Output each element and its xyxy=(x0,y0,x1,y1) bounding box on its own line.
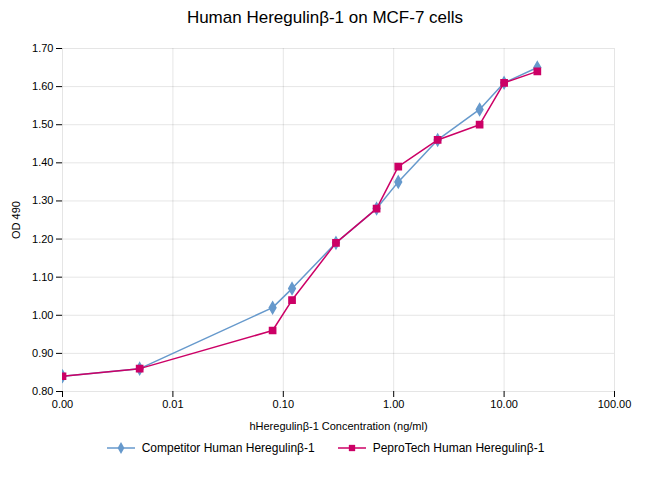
svg-text:1.00: 1.00 xyxy=(32,309,53,321)
svg-text:1.50: 1.50 xyxy=(32,118,53,130)
svg-text:1.60: 1.60 xyxy=(32,80,53,92)
svg-text:10.00: 10.00 xyxy=(490,398,518,410)
svg-text:OD 490: OD 490 xyxy=(10,201,22,239)
html-text:Human Heregulinβ-1 on MCF-7 ce: Human Heregulinβ-1 on MCF-7 cells xyxy=(186,8,464,27)
svg-text:0.01: 0.01 xyxy=(162,398,183,410)
svg-text:1.70: 1.70 xyxy=(32,42,53,54)
svg-text:1.10: 1.10 xyxy=(32,271,53,283)
svg-text:0.00: 0.00 xyxy=(52,398,73,410)
svg-text:1.00: 1.00 xyxy=(383,398,404,410)
svg-text:0.90: 0.90 xyxy=(32,347,53,359)
svg-text:1.20: 1.20 xyxy=(32,233,53,245)
html-text:Competitor Human Heregulinβ-1: Competitor Human Heregulinβ-1 xyxy=(141,441,315,455)
html-text:PeproTech Human Heregulinβ-1: PeproTech Human Heregulinβ-1 xyxy=(372,441,545,455)
svg-text:100.00: 100.00 xyxy=(598,398,632,410)
svg-text:1.30: 1.30 xyxy=(32,194,53,206)
svg-text:1.40: 1.40 xyxy=(32,156,53,168)
svg-text:0.80: 0.80 xyxy=(32,385,53,397)
svg-text:hHeregulinβ-1 Concentration (n: hHeregulinβ-1 Concentration (ng/ml) xyxy=(249,420,427,432)
svg-text:0.10: 0.10 xyxy=(273,398,294,410)
